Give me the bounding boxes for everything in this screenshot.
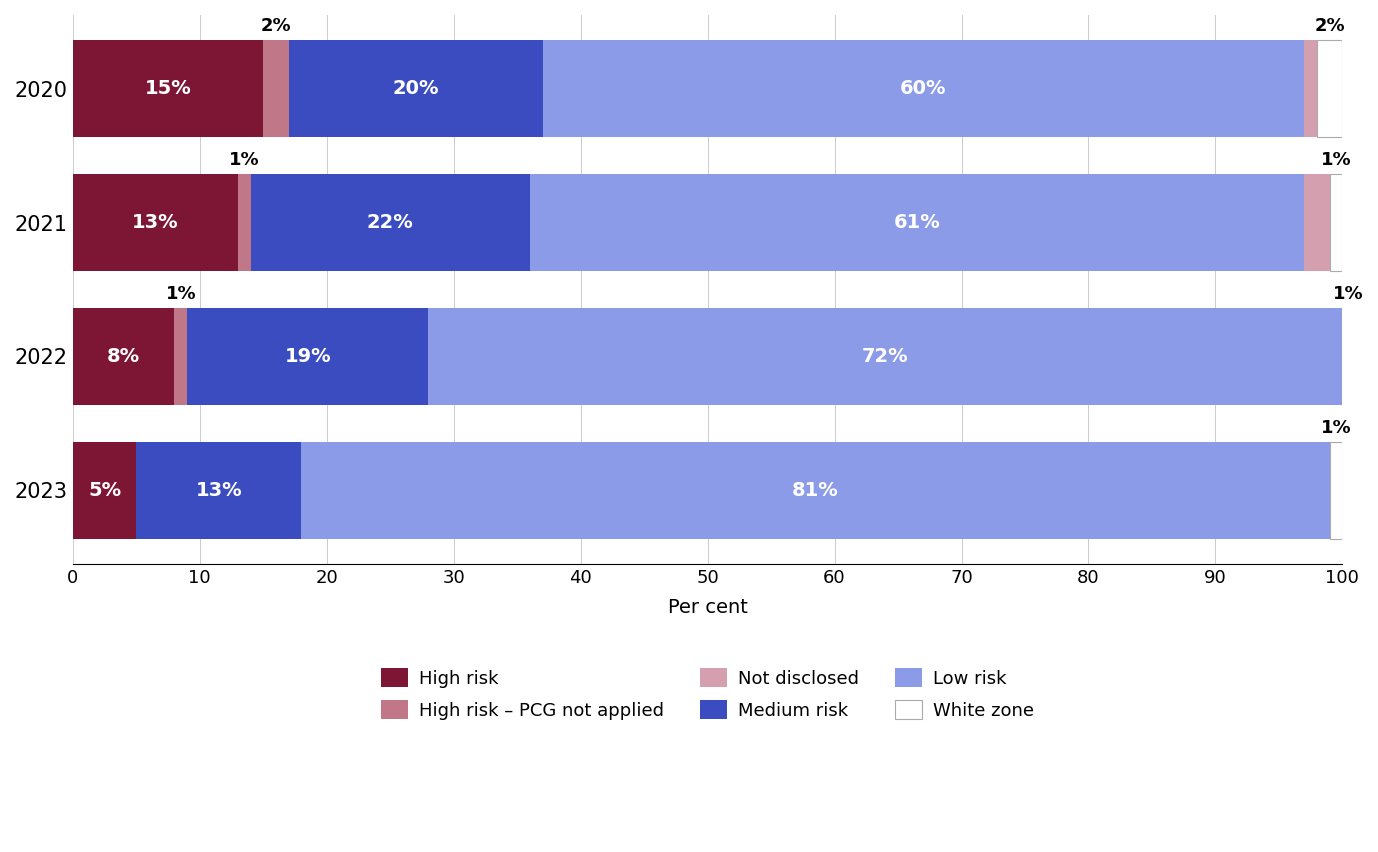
Bar [1304,40,1317,137]
Bar [302,442,1330,538]
Text: 22%: 22% [367,213,413,232]
Text: 20%: 20% [393,79,438,98]
Text: 8%: 8% [107,347,141,366]
Bar [136,442,302,538]
Bar [543,40,1304,137]
Text: 72%: 72% [863,347,908,366]
Text: 13%: 13% [132,213,179,232]
Text: 1%: 1% [165,285,196,303]
Bar [187,308,429,405]
Text: 1%: 1% [229,151,259,169]
Text: 13%: 13% [196,481,243,500]
Text: 60%: 60% [900,79,947,98]
Bar [429,308,1342,405]
Bar [73,175,238,271]
Text: 5%: 5% [88,481,121,500]
Bar [288,40,543,137]
Bar [175,308,187,405]
Text: 19%: 19% [284,347,331,366]
Text: 1%: 1% [1320,151,1352,169]
Bar [1304,175,1330,271]
Bar [73,40,263,137]
Text: 15%: 15% [145,79,192,98]
Bar [1317,40,1342,137]
Bar [251,175,531,271]
Text: 2%: 2% [1315,17,1345,35]
Bar [1342,308,1355,405]
Bar [73,442,136,538]
Bar [263,40,288,137]
X-axis label: Per cent: Per cent [668,598,747,617]
Bar [1330,442,1342,538]
Text: 81%: 81% [792,481,839,500]
Legend: High risk, High risk – PCG not applied, Not disclosed, Medium risk, Low risk, Wh: High risk, High risk – PCG not applied, … [382,668,1034,720]
Text: 1%: 1% [1334,285,1364,303]
Bar [73,308,175,405]
Text: 1%: 1% [1320,419,1352,437]
Text: 61%: 61% [894,213,940,232]
Bar [238,175,251,271]
Text: 2%: 2% [260,17,291,35]
Bar [531,175,1304,271]
Bar [1330,175,1342,271]
